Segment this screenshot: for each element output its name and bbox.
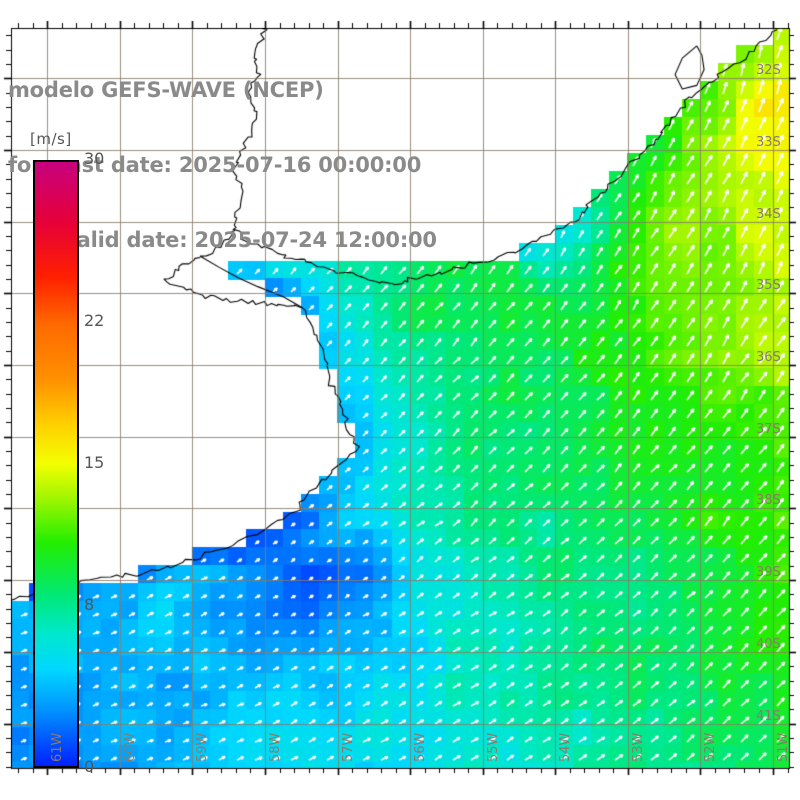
longitude-label-52W: 52W	[703, 732, 719, 762]
longitude-label-56W: 56W	[413, 732, 429, 762]
latitude-label-34S: 34S	[756, 206, 781, 222]
model-title: modelo GEFS-WAVE (NCEP)	[8, 78, 324, 102]
colorbar-tick-15: 15	[84, 453, 105, 472]
latitude-label-38S: 38S	[756, 493, 781, 509]
valid-date: valid date: 2025-07-24 12:00:00	[63, 228, 437, 252]
longitude-label-53W: 53W	[630, 732, 646, 762]
colorbar-unit-label: [m/s]	[30, 130, 72, 148]
colorbar[interactable]	[33, 160, 79, 768]
latitude-label-40S: 40S	[756, 636, 781, 652]
longitude-label-55W: 55W	[485, 732, 501, 762]
latitude-label-39S: 39S	[756, 565, 781, 581]
latitude-label-37S: 37S	[756, 421, 781, 437]
longitude-label-59W: 59W	[195, 732, 211, 762]
longitude-label-57W: 57W	[340, 732, 356, 762]
latitude-label-36S: 36S	[756, 350, 781, 365]
longitude-label-61W: 61W	[50, 732, 66, 762]
colorbar-tick-30: 30	[84, 149, 105, 168]
longitude-label-58W: 58W	[268, 732, 283, 762]
longitude-label-54W: 54W	[558, 732, 574, 762]
colorbar-gradient	[35, 162, 77, 766]
latitude-label-33S: 33S	[756, 134, 781, 150]
latitude-label-32S: 32S	[756, 63, 781, 79]
colorbar-tick-8: 8	[84, 594, 95, 614]
latitude-label-35S: 35S	[756, 278, 781, 294]
latitude-label-41S: 41S	[756, 708, 781, 724]
colorbar-tick-0: 0	[84, 757, 95, 776]
longitude-label-51W: 51W	[776, 732, 792, 762]
longitude-label-60W: 60W	[122, 732, 138, 762]
colorbar-tick-22: 22	[84, 311, 105, 331]
